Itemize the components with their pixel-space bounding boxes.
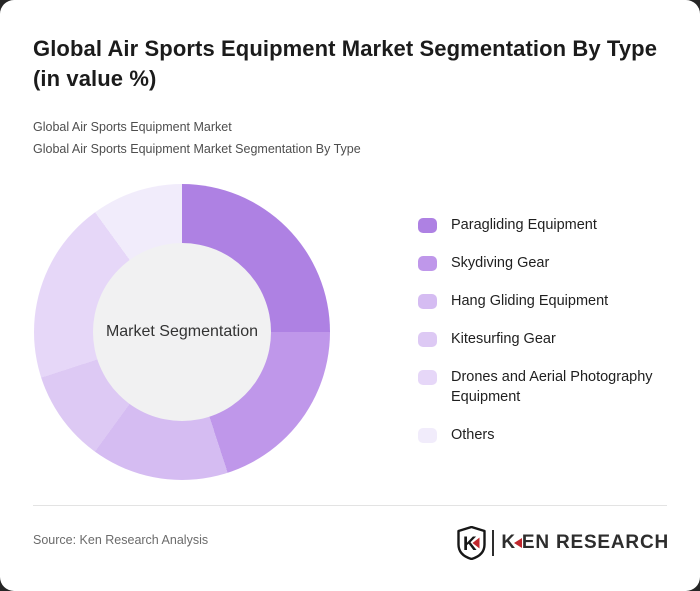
page-title: Global Air Sports Equipment Market Segme… [33,36,658,91]
legend-swatch [418,370,437,385]
source-text: Source: Ken Research Analysis [33,533,209,547]
legend-item: Skydiving Gear [418,253,680,273]
subtitle-line-2: Global Air Sports Equipment Market Segme… [33,142,361,156]
svg-text:K: K [463,534,477,555]
ken-research-logo: K K EN RESEARCH [457,526,669,560]
legend-label: Drones and Aerial Photography Equipment [451,369,653,405]
donut-hole: Market Segmentation [93,243,271,421]
brand-triangle-icon [513,538,522,548]
donut-center-label: Market Segmentation [105,323,259,340]
legend-label: Kitesurfing Gear [451,331,556,347]
chart-legend: Paragliding Equipment Skydiving Gear Han… [418,215,680,463]
brand-text: K EN RESEARCH [501,532,669,554]
ken-research-shield-icon: K [457,526,487,560]
legend-swatch [418,332,437,347]
legend-label: Skydiving Gear [451,255,550,271]
legend-item: Paragliding Equipment [418,215,680,235]
footer-divider [33,505,667,506]
legend-label: Paragliding Equipment [451,217,597,233]
brand-first-letter: K [501,532,516,553]
logo-divider [492,530,495,556]
legend-item: Others [418,425,680,445]
legend-swatch [418,294,437,309]
brand-rest: EN RESEARCH [521,532,669,553]
legend-item: Drones and Aerial Photography Equipment [418,367,680,407]
donut-chart: Market Segmentation [34,184,330,480]
subtitle-line-1: Global Air Sports Equipment Market [33,120,232,134]
legend-swatch [418,256,437,271]
legend-label: Hang Gliding Equipment [451,293,609,309]
legend-label: Others [451,427,495,443]
legend-swatch [418,218,437,233]
legend-item: Kitesurfing Gear [418,329,680,349]
legend-item: Hang Gliding Equipment [418,291,680,311]
subtitle-block: Global Air Sports Equipment Market Globa… [33,116,667,160]
legend-swatch [418,428,437,443]
